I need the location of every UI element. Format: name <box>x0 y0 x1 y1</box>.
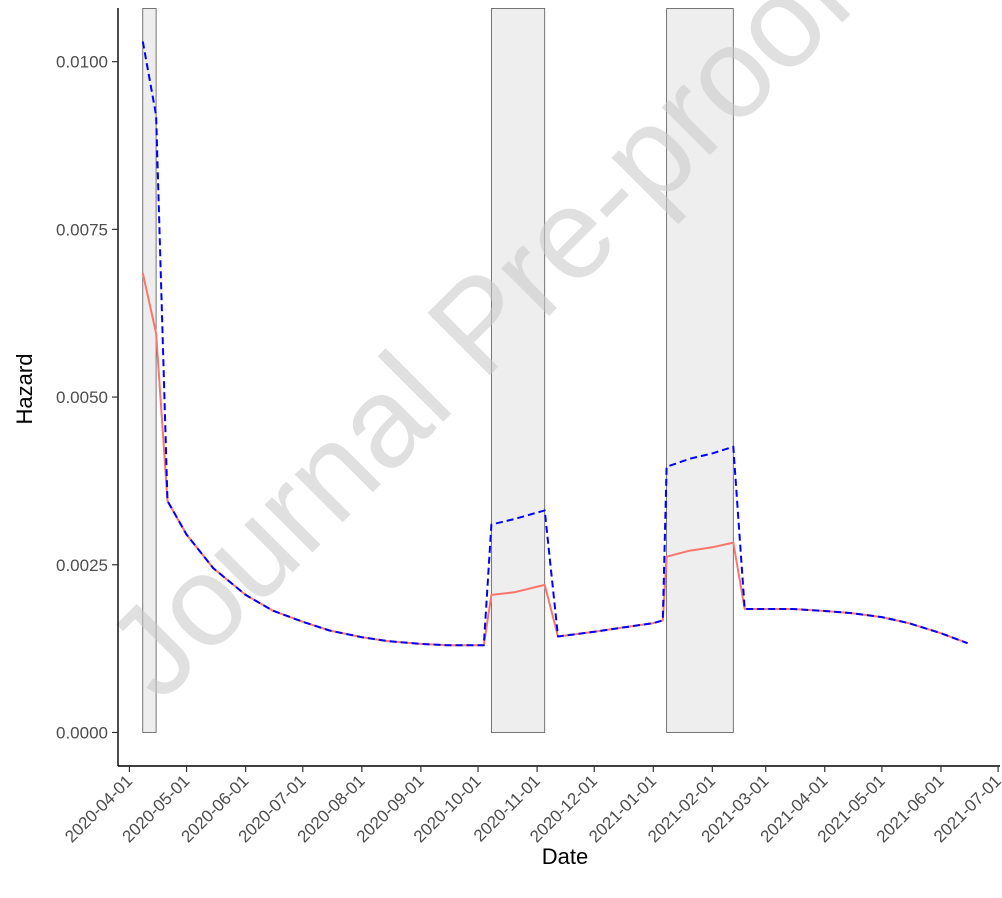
series-lines <box>141 41 968 647</box>
shaded-period-3 <box>666 8 734 733</box>
y-axis-title: Hazard <box>12 354 37 425</box>
series-line-2 <box>141 41 968 647</box>
shaded-periods <box>142 8 734 733</box>
shaded-period-2 <box>490 8 546 733</box>
y-tick-label: 0.0050 <box>56 388 108 407</box>
watermark-text: Journal Pre-proof <box>79 0 880 724</box>
y-tick-label: 0.0100 <box>56 53 108 72</box>
y-tick-label: 0.0025 <box>56 556 108 575</box>
y-tick-label: 0.0075 <box>56 220 108 239</box>
shaded-period-1 <box>142 8 157 733</box>
x-axis-title: Date <box>542 844 588 869</box>
y-tick-label: 0.0000 <box>56 723 108 742</box>
